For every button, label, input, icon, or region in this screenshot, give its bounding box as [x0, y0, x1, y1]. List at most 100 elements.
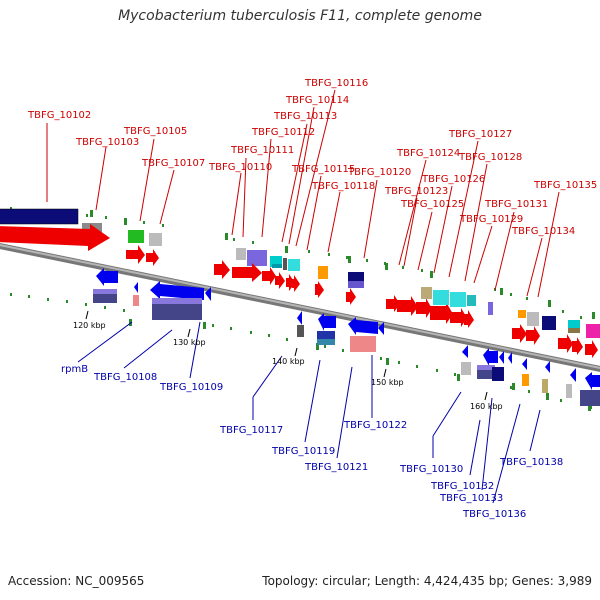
gene-arrow-reverse: [522, 358, 527, 370]
gene-feature-navy: [0, 208, 79, 225]
gene-label: TBFG_10119: [271, 446, 335, 457]
gene-label: TBFG_10116: [304, 78, 368, 89]
gene-arrow-forward: [146, 249, 159, 266]
gene-feature-lightgray: [527, 312, 539, 326]
gene-label: TBFG_10115: [291, 164, 355, 175]
gene-arrow-reverse: [297, 311, 302, 325]
length-label: Length:: [374, 574, 421, 588]
gene-arrow-reverse: [96, 268, 118, 286]
gene-label: TBFG_10114: [285, 95, 349, 106]
gene-feature-pink: [133, 295, 139, 306]
gene-arrow-reverse: [150, 281, 204, 300]
gene-label: TBFG_10124: [396, 148, 460, 159]
gene-label: TBFG_10121: [304, 462, 368, 473]
gene-arrow-forward: [0, 224, 110, 251]
gene-arrow-reverse: [570, 368, 576, 382]
gene-arrow-forward: [286, 274, 295, 291]
gene-feature-green: [128, 230, 144, 243]
gene-arrow-forward: [346, 288, 356, 305]
gene-label: TBFG_10103: [75, 137, 139, 148]
gene-label: TBFG_10111: [230, 145, 294, 156]
gene-label: TBFG_10128: [458, 152, 522, 163]
gene-label: TBFG_10123: [384, 186, 448, 197]
gene-arrow-reverse: [545, 361, 550, 373]
gene-label: TBFG_10136: [462, 509, 526, 520]
gene-feature-lightgray: [461, 362, 471, 375]
gene-feature-cyan: [467, 295, 476, 306]
gene-arrow-forward: [558, 334, 573, 353]
gene-label: TBFG_10113: [273, 111, 337, 122]
gene-arrow-forward: [464, 310, 474, 328]
gene-feature-pink: [350, 336, 376, 352]
gene-feature-lightgray: [236, 248, 246, 260]
gene-label: TBFG_10108: [93, 372, 157, 383]
gene-label: TBFG_10127: [448, 129, 512, 140]
scale-label-160: 160 kbp: [470, 402, 503, 411]
gene-label: TBFG_10138: [499, 457, 563, 468]
gene-feature-slate: [580, 390, 600, 406]
gene-arrow-reverse: [348, 317, 378, 335]
gene-label: TBFG_10112: [251, 127, 315, 138]
gene-arrow-reverse: [585, 372, 600, 390]
gene-arrow-forward: [585, 340, 598, 358]
gene-arrow-forward: [526, 326, 540, 345]
gene-feature-cyan: [568, 320, 580, 328]
gene-label: TBFG_10131: [484, 199, 548, 210]
gene-label: TBFG_10130: [399, 464, 463, 475]
gene-feature-lightgray: [566, 384, 572, 398]
genome-backbone: [0, 242, 600, 373]
genes-label: Genes:: [511, 574, 554, 588]
gene-label: TBFG_10102: [27, 110, 91, 121]
gene-feature-magenta: [586, 324, 600, 338]
gene-label: rpmB: [61, 364, 88, 375]
gene-label: TBFG_10135: [533, 180, 597, 191]
scale-tick-labels: 120 kbp 130 kbp 140 kbp 150 kbp 160 kbp: [73, 321, 503, 411]
reverse-strand-features: [93, 268, 600, 406]
gene-label: TBFG_10125: [400, 199, 464, 210]
reverse-gene-labels: rpmB TBFG_10108 TBFG_10109 TBFG_10117 TB…: [61, 364, 563, 520]
gene-label: TBFG_10134: [511, 226, 575, 237]
gene-feature-cyan: [270, 256, 282, 267]
gene-label: TBFG_10122: [343, 420, 407, 431]
gene-feature-orange: [518, 310, 526, 318]
gene-arrow-reverse: [508, 352, 512, 364]
gene-arrow-forward: [512, 324, 527, 343]
gene-arrow-forward: [430, 302, 453, 324]
gene-feature-cyan: [433, 290, 449, 305]
gene-arrow-reverse: [483, 348, 498, 366]
gene-feature-khaki: [421, 287, 432, 299]
gene-arrow-reverse: [378, 322, 384, 335]
gene-arrow-forward: [292, 275, 300, 292]
gene-label: TBFG_10120: [347, 167, 411, 178]
gene-feature-cyan: [450, 292, 466, 307]
gene-arrow-reverse: [499, 351, 504, 364]
gene-arrow-reverse: [134, 282, 138, 293]
gene-feature-khaki: [542, 379, 548, 393]
scale-label-140: 140 kbp: [272, 357, 305, 366]
track-end-markers: [90, 210, 595, 411]
gene-feature-lavender: [93, 289, 117, 294]
map-title: Mycobacterium tuberculosis F11, complete…: [118, 8, 482, 24]
gene-arrow-reverse: [205, 287, 211, 301]
gene-label: TBFG_10110: [208, 162, 272, 173]
scale-label-120: 120 kbp: [73, 321, 106, 330]
gene-feature-lavender: [247, 250, 267, 266]
gene-feature-darkgray: [297, 325, 304, 337]
gene-feature-steel: [317, 339, 335, 345]
gene-label: TBFG_10107: [141, 158, 205, 169]
gene-feature-navy: [542, 316, 556, 330]
gene-arrow-forward: [386, 295, 400, 312]
gene-label: TBFG_10105: [123, 126, 187, 137]
gene-label: TBFG_10117: [219, 425, 283, 436]
gene-label: TBFG_10118: [311, 181, 375, 192]
gene-arrow-forward: [397, 296, 418, 316]
gene-feature-lavender: [152, 298, 202, 304]
gene-arrow-reverse: [318, 313, 336, 331]
gene-label: TBFG_10132: [430, 481, 494, 492]
gene-arrow-forward: [416, 298, 432, 318]
topology-label: Topology:: [262, 574, 319, 588]
gene-label: TBFG_10129: [459, 214, 523, 225]
gene-arrow-forward: [232, 263, 262, 282]
